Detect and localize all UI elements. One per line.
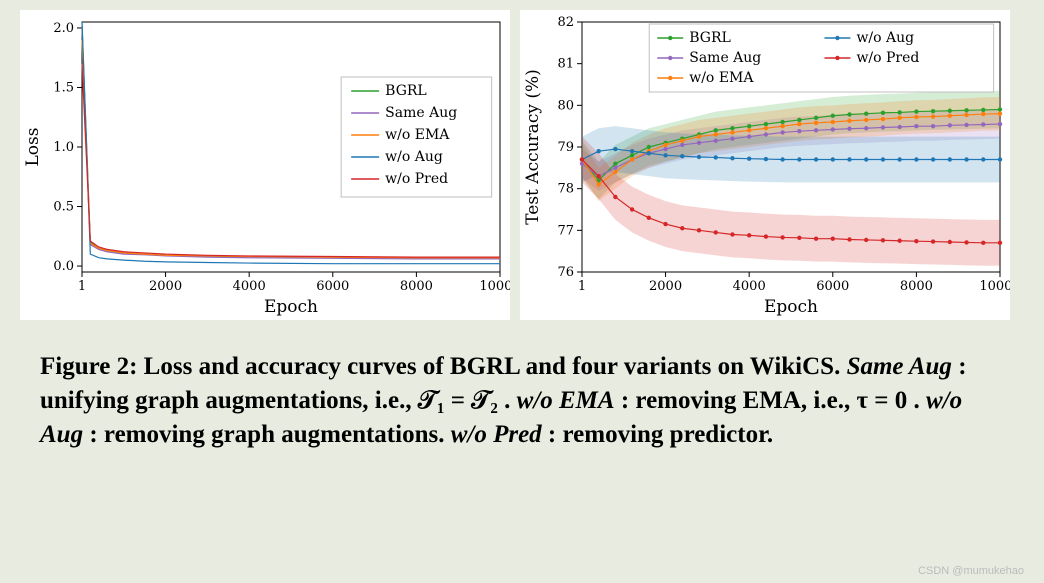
svg-text:w/o Aug: w/o Aug: [385, 149, 443, 165]
svg-text:8000: 8000: [900, 279, 933, 294]
caption-text: Same Aug: [847, 353, 952, 380]
svg-text:6000: 6000: [316, 279, 349, 294]
svg-text:80: 80: [557, 98, 574, 113]
caption-math: 𝒯₁ = 𝒯₂: [418, 387, 498, 414]
figure-caption: Figure 2: Loss and accuracy curves of BG…: [0, 340, 1044, 471]
svg-text:w/o Pred: w/o Pred: [385, 171, 448, 187]
svg-text:0.5: 0.5: [53, 200, 74, 215]
svg-text:Same Aug: Same Aug: [689, 50, 761, 66]
svg-text:BGRL: BGRL: [689, 30, 731, 46]
svg-text:10000: 10000: [979, 279, 1010, 294]
caption-math: τ = 0: [856, 387, 907, 414]
svg-text:w/o Aug: w/o Aug: [856, 30, 914, 46]
svg-text:2.0: 2.0: [53, 21, 74, 36]
svg-text:4000: 4000: [733, 279, 766, 294]
svg-text:Epoch: Epoch: [764, 297, 818, 317]
svg-text:76: 76: [557, 265, 574, 280]
svg-text:4000: 4000: [233, 279, 266, 294]
svg-text:77: 77: [557, 223, 574, 238]
svg-text:79: 79: [557, 140, 574, 155]
caption-text: : removing EMA, i.e.,: [621, 387, 857, 414]
caption-text: : removing predictor.: [548, 421, 773, 448]
svg-text:w/o Pred: w/o Pred: [856, 50, 919, 66]
watermark: CSDN @mumukehao: [918, 565, 1024, 577]
caption-text: .: [504, 387, 517, 414]
accuracy-chart: 1 2000 4000 6000 8000 10000 76 77 78 79 80 81 82 Epoc…: [520, 10, 1010, 320]
svg-text:1.5: 1.5: [53, 80, 74, 95]
svg-text:Epoch: Epoch: [264, 297, 318, 317]
svg-text:1: 1: [578, 279, 586, 294]
caption-text: : removing graph augmentations.: [89, 421, 450, 448]
loss-chart: 1 2000 4000 6000 8000 10000 0.0 0.5 1.0 1.5 2.0 Epo…: [20, 10, 510, 320]
svg-text:10000: 10000: [479, 279, 510, 294]
svg-text:1.0: 1.0: [53, 140, 74, 155]
svg-text:Same Aug: Same Aug: [385, 105, 457, 121]
svg-text:0.0: 0.0: [53, 259, 74, 274]
svg-text:w/o EMA: w/o EMA: [689, 70, 754, 86]
svg-text:8000: 8000: [400, 279, 433, 294]
svg-text:78: 78: [557, 182, 574, 197]
svg-text:82: 82: [557, 15, 574, 30]
svg-text:2000: 2000: [649, 279, 682, 294]
svg-text:Loss: Loss: [23, 128, 43, 167]
caption-text: w/o EMA: [517, 387, 615, 414]
svg-text:w/o EMA: w/o EMA: [385, 127, 450, 143]
svg-text:1: 1: [78, 279, 86, 294]
caption-text: Figure 2: Loss and accuracy curves of BG…: [40, 353, 847, 380]
caption-text: w/o Pred: [451, 421, 542, 448]
svg-text:Test Accuracy (%): Test Accuracy (%): [523, 69, 543, 225]
svg-text:81: 81: [557, 57, 574, 72]
svg-text:2000: 2000: [149, 279, 182, 294]
svg-text:6000: 6000: [816, 279, 849, 294]
charts-row: 1 2000 4000 6000 8000 10000 0.0 0.5 1.0 1.5 2.0 Epo…: [0, 0, 1044, 340]
caption-text: .: [913, 387, 926, 414]
svg-text:BGRL: BGRL: [385, 83, 427, 99]
